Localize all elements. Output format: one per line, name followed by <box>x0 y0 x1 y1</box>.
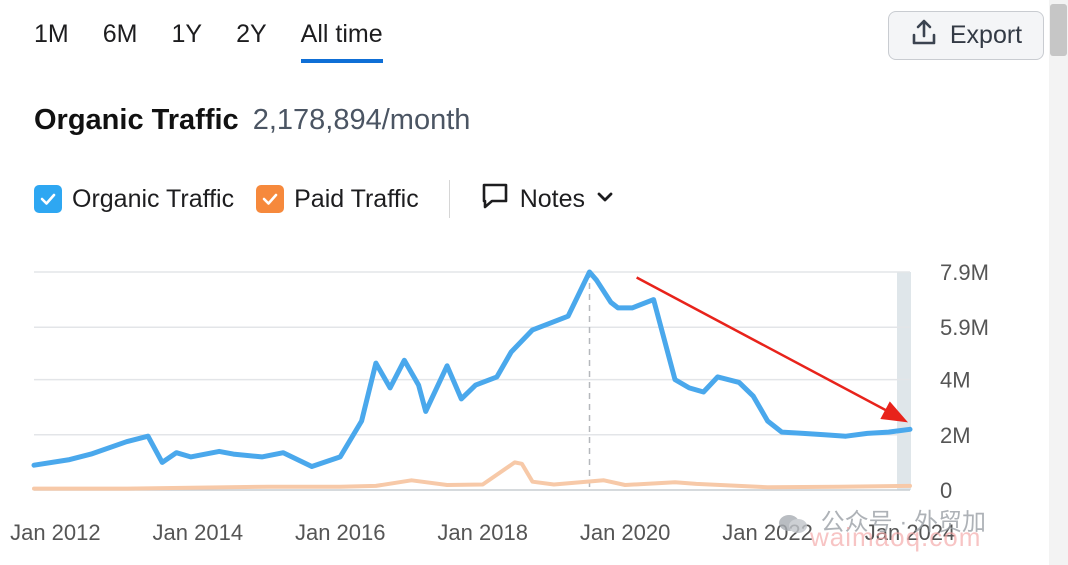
legend-paid-traffic[interactable]: Paid Traffic <box>256 185 419 214</box>
page-title: Organic Traffic 2,178,894/month <box>34 104 470 137</box>
x-tick-label: Jan 2014 <box>153 520 244 545</box>
notes-label: Notes <box>519 184 586 213</box>
paid-traffic-line <box>32 460 912 491</box>
legend-paid-label: Paid Traffic <box>294 184 419 213</box>
x-tick-label: Jan 2012 <box>10 520 101 545</box>
trend-arrow-line <box>636 276 891 414</box>
organic-traffic-line <box>31 269 913 469</box>
checkbox-organic[interactable] <box>34 185 62 213</box>
tab-all-time[interactable]: All time <box>300 20 383 63</box>
checkbox-paid[interactable] <box>256 185 285 213</box>
x-tick-label: Jan 2018 <box>437 520 528 545</box>
notes-dropdown[interactable]: Notes <box>480 181 615 218</box>
tab-1y[interactable]: 1Y <box>171 20 203 48</box>
upload-icon <box>910 18 938 53</box>
trend-arrow-head <box>880 401 908 423</box>
metric-title: Organic Traffic <box>34 104 239 136</box>
y-tick-label: 4M <box>940 368 971 393</box>
chart-legend: Organic Traffic Paid Traffic Notes <box>34 180 615 218</box>
check-icon <box>262 193 278 205</box>
watermark: 公众号 · 外贸加 <box>778 502 986 537</box>
wechat-icon <box>779 514 807 533</box>
watermark-text: 公众号 · 外贸加 <box>820 509 986 536</box>
metric-value: 2,178,894/month <box>252 104 471 136</box>
tab-1m[interactable]: 1M <box>34 20 69 48</box>
y-tick-label: 5.9M <box>940 315 989 340</box>
legend-divider <box>448 180 450 218</box>
comment-icon <box>480 181 510 218</box>
scrollbar-thumb[interactable] <box>1050 4 1067 56</box>
legend-organic-label: Organic Traffic <box>72 184 235 213</box>
legend-organic-traffic[interactable]: Organic Traffic <box>34 185 234 214</box>
export-button[interactable]: Export <box>888 11 1044 60</box>
watermark-url: waimaoq.com <box>810 522 982 552</box>
tab-2y[interactable]: 2Y <box>236 20 267 48</box>
y-tick-label: 0 <box>940 478 952 503</box>
tab-6m[interactable]: 6M <box>102 20 138 48</box>
scrollbar-track[interactable] <box>1049 0 1068 565</box>
current-period-band <box>897 272 911 490</box>
y-tick-label: 7.9M <box>940 260 989 285</box>
check-icon <box>40 193 56 205</box>
x-tick-label: Jan 2020 <box>580 520 671 545</box>
x-tick-label: Jan 2024 <box>865 520 956 545</box>
chevron-down-icon <box>595 185 615 214</box>
time-range-tabs: 1M 6M 1Y 2Y All time <box>34 20 417 63</box>
y-tick-label: 2M <box>940 423 971 448</box>
export-label: Export <box>949 21 1023 49</box>
x-tick-label: Jan 2016 <box>295 520 386 545</box>
